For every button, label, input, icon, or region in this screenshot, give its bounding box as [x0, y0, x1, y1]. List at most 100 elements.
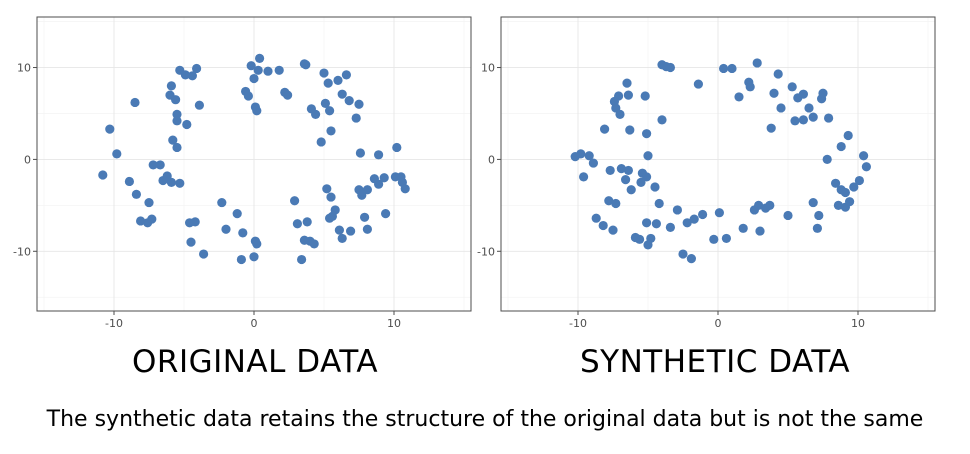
- data-point: [642, 129, 652, 139]
- data-point: [252, 106, 262, 116]
- data-point: [297, 254, 307, 265]
- data-point: [719, 63, 729, 74]
- data-point: [144, 197, 154, 208]
- data-point: [608, 225, 618, 235]
- data-point: [112, 149, 122, 159]
- data-point: [326, 126, 336, 136]
- data-point: [252, 239, 262, 249]
- data-point: [836, 141, 846, 152]
- data-point: [651, 219, 661, 229]
- data-point: [840, 187, 850, 198]
- data-point: [351, 113, 361, 123]
- data-point: [686, 254, 696, 264]
- data-point: [698, 209, 708, 220]
- data-point: [136, 216, 146, 226]
- data-point: [148, 160, 158, 170]
- x-tick-label: 10: [851, 317, 865, 330]
- data-point: [808, 112, 818, 122]
- data-point: [362, 224, 372, 234]
- data-point: [808, 197, 818, 208]
- data-point: [665, 62, 675, 73]
- data-point: [172, 109, 182, 119]
- data-point: [623, 165, 633, 176]
- data-point: [311, 109, 321, 119]
- data-point: [333, 75, 343, 85]
- data-point: [579, 172, 589, 182]
- synthetic-data-chart: -10 0 10 -10 0 10: [470, 0, 950, 340]
- data-point: [814, 210, 824, 221]
- data-point: [131, 189, 141, 199]
- data-point: [859, 151, 869, 161]
- data-point: [798, 89, 808, 99]
- data-point: [824, 113, 834, 123]
- data-point: [362, 185, 372, 195]
- data-point: [678, 249, 688, 259]
- data-point: [849, 182, 859, 192]
- data-point: [221, 224, 231, 234]
- data-point: [246, 61, 256, 71]
- data-point: [754, 200, 764, 210]
- data-point: [755, 226, 765, 236]
- data-point: [253, 65, 263, 75]
- data-point: [147, 214, 157, 224]
- data-point: [600, 124, 610, 134]
- data-point: [843, 130, 853, 141]
- data-point: [190, 217, 200, 227]
- data-point: [323, 78, 333, 88]
- data-point: [319, 68, 329, 78]
- data-point: [682, 218, 692, 228]
- data-point: [182, 119, 192, 130]
- y-tick-label: 0: [488, 153, 495, 166]
- data-point: [769, 88, 779, 98]
- data-point: [783, 210, 793, 221]
- data-point: [616, 163, 626, 174]
- data-point: [776, 103, 786, 113]
- data-point: [192, 63, 202, 74]
- data-point: [822, 154, 832, 165]
- data-point: [326, 192, 336, 202]
- data-point: [804, 103, 814, 113]
- data-point: [360, 212, 370, 222]
- data-point: [355, 148, 365, 158]
- data-point: [738, 223, 748, 233]
- data-point: [292, 219, 302, 229]
- data-point: [274, 65, 284, 75]
- data-point: [155, 160, 165, 170]
- data-point: [172, 142, 182, 153]
- data-point: [344, 96, 354, 106]
- data-point: [186, 237, 196, 247]
- data-point: [283, 90, 293, 100]
- data-point: [635, 234, 645, 244]
- data-point: [654, 198, 664, 209]
- data-point: [861, 162, 871, 172]
- data-point: [168, 135, 178, 145]
- x-tick-label: 0: [251, 317, 258, 330]
- data-point: [236, 254, 246, 265]
- data-point: [320, 98, 330, 108]
- original-data-chart: -10 0 10 -10 0 10: [0, 0, 480, 340]
- data-point: [124, 176, 134, 187]
- caption: The synthetic data retains the structure…: [46, 407, 924, 432]
- data-point: [845, 197, 855, 207]
- data-point: [290, 196, 300, 206]
- data-point: [621, 175, 631, 185]
- data-point: [854, 175, 864, 186]
- data-point: [689, 214, 699, 224]
- data-point: [588, 158, 598, 168]
- data-point: [614, 91, 624, 101]
- data-point: [576, 149, 586, 159]
- x-tick-label: -10: [105, 317, 123, 330]
- data-point: [374, 150, 384, 160]
- data-point: [598, 220, 608, 231]
- data-point: [199, 249, 209, 259]
- synthetic-data-title: SYNTHETIC DATA: [580, 344, 851, 380]
- data-point: [392, 142, 402, 153]
- data-point: [636, 177, 646, 187]
- data-point: [812, 223, 822, 233]
- y-tick-label: -10: [477, 245, 495, 258]
- data-point: [657, 115, 667, 125]
- data-point: [831, 178, 841, 188]
- data-point: [249, 252, 259, 262]
- data-point: [309, 239, 319, 249]
- data-point: [625, 125, 635, 135]
